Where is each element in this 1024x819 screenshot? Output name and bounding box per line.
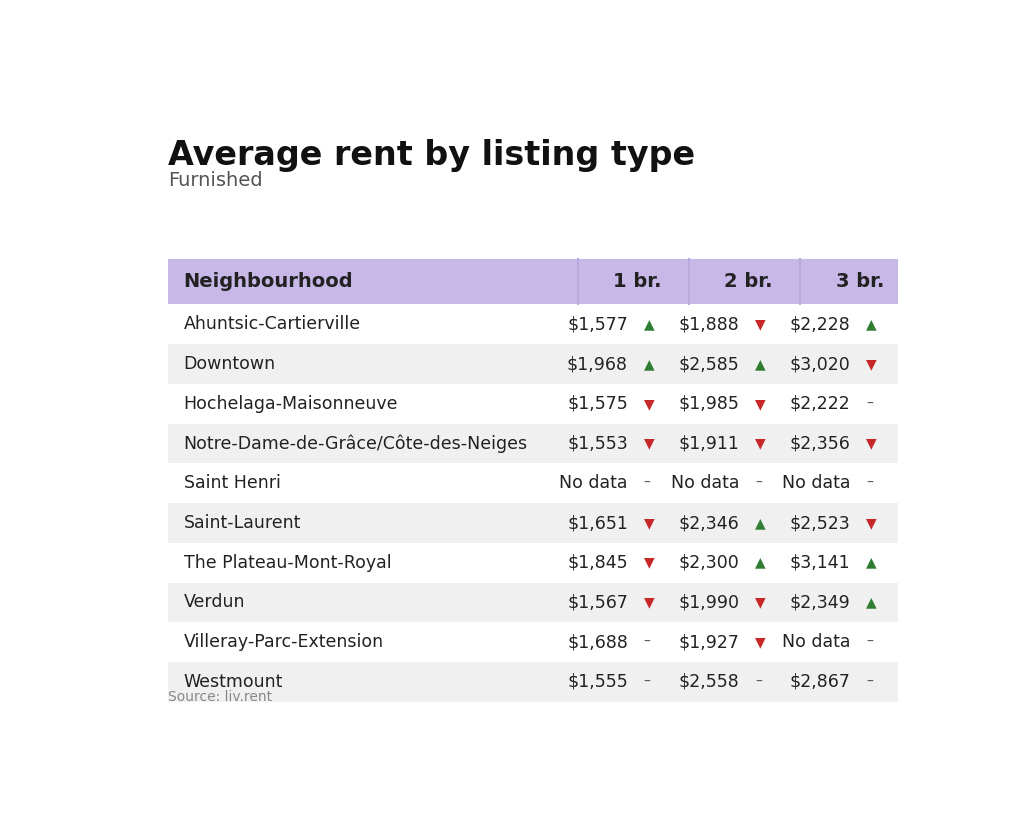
FancyBboxPatch shape — [168, 464, 898, 503]
Text: $1,555: $1,555 — [567, 673, 628, 691]
Text: $2,867: $2,867 — [790, 673, 850, 691]
Text: $2,585: $2,585 — [678, 355, 739, 373]
Text: ▼: ▼ — [866, 357, 877, 371]
Text: Average rent by listing type: Average rent by listing type — [168, 139, 695, 172]
Text: Saint Henri: Saint Henri — [183, 474, 281, 492]
FancyBboxPatch shape — [168, 662, 898, 702]
Text: $1,911: $1,911 — [678, 435, 739, 453]
Text: ▼: ▼ — [755, 437, 766, 450]
Text: $3,020: $3,020 — [790, 355, 850, 373]
Text: $2,523: $2,523 — [790, 514, 850, 532]
Text: ▼: ▼ — [644, 595, 654, 609]
Text: ▲: ▲ — [866, 317, 877, 332]
Text: ▲: ▲ — [866, 595, 877, 609]
Text: $1,567: $1,567 — [567, 594, 628, 612]
Text: Furnished: Furnished — [168, 171, 262, 190]
FancyBboxPatch shape — [168, 259, 898, 305]
FancyBboxPatch shape — [168, 384, 898, 423]
Text: $2,346: $2,346 — [678, 514, 739, 532]
Text: –: – — [866, 397, 872, 411]
FancyBboxPatch shape — [168, 543, 898, 582]
FancyBboxPatch shape — [168, 423, 898, 464]
Text: $1,575: $1,575 — [567, 395, 628, 413]
Text: ▼: ▼ — [644, 437, 654, 450]
Text: $1,688: $1,688 — [567, 633, 628, 651]
Text: Downtown: Downtown — [183, 355, 275, 373]
Text: ▼: ▼ — [644, 397, 654, 411]
Text: Verdun: Verdun — [183, 594, 245, 612]
Text: $1,845: $1,845 — [567, 554, 628, 572]
Text: $2,228: $2,228 — [790, 315, 850, 333]
Text: $3,141: $3,141 — [790, 554, 850, 572]
Text: $2,222: $2,222 — [790, 395, 850, 413]
Text: ▲: ▲ — [755, 357, 766, 371]
Text: ▼: ▼ — [755, 595, 766, 609]
Text: No data: No data — [781, 633, 850, 651]
Text: No data: No data — [781, 474, 850, 492]
FancyBboxPatch shape — [168, 622, 898, 662]
Text: The Plateau-Mont-Royal: The Plateau-Mont-Royal — [183, 554, 391, 572]
Text: Notre-Dame-de-Grâce/Côte-des-Neiges: Notre-Dame-de-Grâce/Côte-des-Neiges — [183, 434, 527, 453]
Text: ▼: ▼ — [644, 556, 654, 570]
Text: –: – — [755, 477, 762, 491]
Text: $1,577: $1,577 — [567, 315, 628, 333]
Text: $2,356: $2,356 — [790, 435, 850, 453]
Text: Neighbourhood: Neighbourhood — [183, 272, 353, 292]
Text: ▼: ▼ — [866, 437, 877, 450]
FancyBboxPatch shape — [168, 503, 898, 543]
FancyBboxPatch shape — [168, 582, 898, 622]
FancyBboxPatch shape — [168, 305, 898, 344]
Text: $1,985: $1,985 — [678, 395, 739, 413]
Text: –: – — [866, 636, 872, 649]
Text: No data: No data — [671, 474, 739, 492]
Text: –: – — [866, 477, 872, 491]
Text: $1,553: $1,553 — [567, 435, 628, 453]
Text: ▼: ▼ — [755, 317, 766, 332]
Text: $2,558: $2,558 — [678, 673, 739, 691]
Text: –: – — [644, 477, 650, 491]
Text: Villeray-Parc-Extension: Villeray-Parc-Extension — [183, 633, 384, 651]
Text: –: – — [866, 675, 872, 689]
Text: Hochelaga-Maisonneuve: Hochelaga-Maisonneuve — [183, 395, 398, 413]
Text: ▲: ▲ — [644, 317, 654, 332]
Text: No data: No data — [559, 474, 628, 492]
Text: Westmount: Westmount — [183, 673, 283, 691]
Text: 3 br.: 3 br. — [836, 272, 884, 292]
Text: $1,888: $1,888 — [678, 315, 739, 333]
Text: –: – — [755, 675, 762, 689]
Text: $1,990: $1,990 — [678, 594, 739, 612]
Text: ▼: ▼ — [644, 516, 654, 530]
Text: ▲: ▲ — [755, 516, 766, 530]
Text: Ahuntsic-Cartierville: Ahuntsic-Cartierville — [183, 315, 360, 333]
Text: $1,927: $1,927 — [678, 633, 739, 651]
Text: ▲: ▲ — [866, 556, 877, 570]
Text: ▲: ▲ — [644, 357, 654, 371]
Text: $2,300: $2,300 — [678, 554, 739, 572]
Text: –: – — [644, 675, 650, 689]
FancyBboxPatch shape — [168, 344, 898, 384]
Text: ▼: ▼ — [755, 636, 766, 649]
Text: –: – — [644, 636, 650, 649]
Text: ▲: ▲ — [755, 556, 766, 570]
Text: Saint-Laurent: Saint-Laurent — [183, 514, 301, 532]
Text: Source: liv.rent: Source: liv.rent — [168, 690, 271, 704]
Text: 1 br.: 1 br. — [613, 272, 662, 292]
Text: ▼: ▼ — [755, 397, 766, 411]
Text: $2,349: $2,349 — [790, 594, 850, 612]
Text: $1,968: $1,968 — [567, 355, 628, 373]
Text: $1,651: $1,651 — [567, 514, 628, 532]
Text: ▼: ▼ — [866, 516, 877, 530]
Text: 2 br.: 2 br. — [724, 272, 773, 292]
